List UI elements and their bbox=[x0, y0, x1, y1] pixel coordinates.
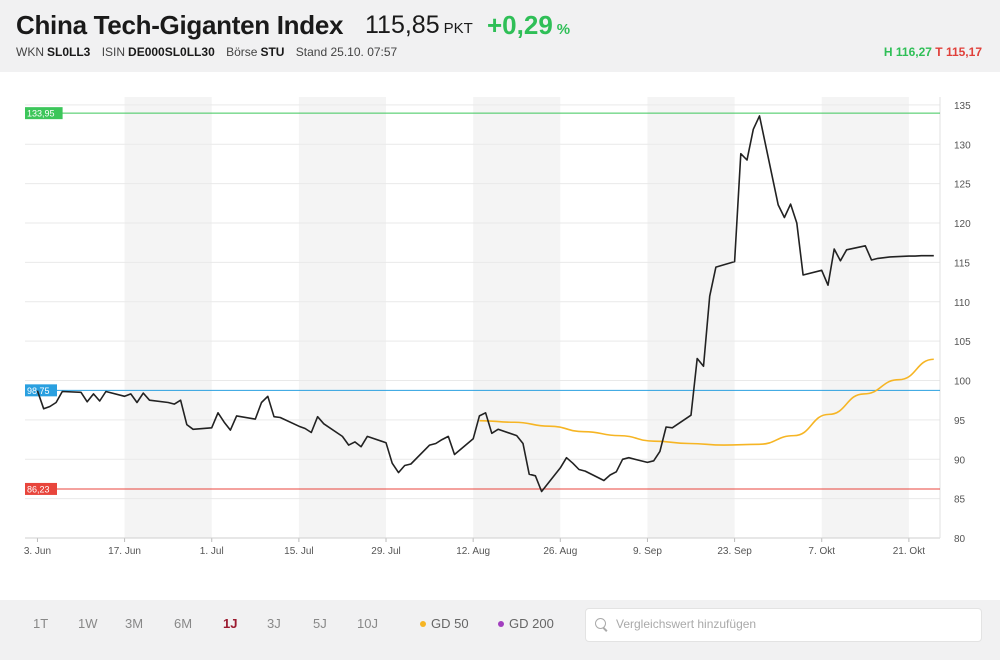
wkn-value: SL0LL3 bbox=[47, 45, 91, 59]
reference-label: 86,23 bbox=[27, 484, 50, 494]
reference-label-bg bbox=[25, 482, 57, 495]
isin-label: ISIN bbox=[101, 45, 126, 59]
x-tick-label: 1. Jul bbox=[200, 546, 224, 557]
x-tick-label: 15. Jul bbox=[284, 546, 313, 557]
grid-band bbox=[647, 97, 735, 538]
y-tick-label: 105 bbox=[954, 337, 971, 348]
gd200-label: GD 200 bbox=[509, 616, 554, 631]
y-tick-label: 135 bbox=[954, 101, 971, 112]
y-tick-label: 100 bbox=[954, 377, 971, 388]
reference-label-bg bbox=[25, 384, 57, 397]
compare-search[interactable] bbox=[585, 608, 982, 642]
gd50-line bbox=[479, 358, 934, 446]
range-10j[interactable]: 10J bbox=[357, 616, 378, 631]
grid-band bbox=[124, 97, 212, 538]
range-1t[interactable]: 1T bbox=[33, 616, 49, 631]
price-chart-area[interactable]: 80 85 90 95 100 105 110 115 120 125 130 135 3. Jun 17… bbox=[0, 72, 1000, 600]
gd50-toggle[interactable]: GD 50 bbox=[420, 616, 469, 631]
x-tick-label: 23. Sep bbox=[717, 546, 752, 557]
instrument-meta: WKN SL0LL3 ISIN DE000SL0LL30 Börse STU Stan… bbox=[16, 45, 397, 59]
isin-value: DE000SL0LL30 bbox=[128, 45, 215, 59]
wkn-label: WKN bbox=[16, 45, 44, 59]
last-price: 115,85 PKT bbox=[365, 11, 473, 40]
y-tick-label: 115 bbox=[954, 258, 970, 269]
gd50-dot-icon bbox=[420, 620, 426, 627]
y-tick-label: 120 bbox=[954, 219, 971, 230]
grid-band bbox=[298, 97, 387, 538]
y-tick-label: 80 bbox=[954, 534, 966, 545]
x-tick-label: 29. Jul bbox=[371, 546, 400, 557]
price-line bbox=[36, 115, 934, 493]
stand-timestamp: Stand 25.10. 07:57 bbox=[295, 45, 398, 59]
x-tick-label: 7. Okt bbox=[808, 546, 835, 557]
grid-band bbox=[821, 97, 909, 538]
gd50-label: GD 50 bbox=[431, 616, 469, 631]
high-low: H 116,27 T 115,17 bbox=[884, 45, 982, 59]
range-3m[interactable]: 3M bbox=[125, 616, 144, 631]
y-tick-label: 90 bbox=[954, 455, 966, 466]
gd200-toggle[interactable]: GD 200 bbox=[498, 616, 554, 631]
range-1w[interactable]: 1W bbox=[78, 616, 98, 631]
search-icon bbox=[595, 618, 606, 629]
range-6m[interactable]: 6M bbox=[174, 616, 193, 631]
price-unit: PKT bbox=[443, 20, 473, 37]
change-value: +0,29 bbox=[487, 10, 553, 40]
boerse-value: STU bbox=[260, 45, 285, 59]
y-tick-label: 85 bbox=[954, 495, 966, 506]
range-5j[interactable]: 5J bbox=[313, 616, 327, 631]
grid-band bbox=[473, 97, 561, 538]
x-tick-label: 12. Aug bbox=[456, 546, 490, 557]
x-tick-label: 17. Jun bbox=[108, 546, 141, 557]
y-tick-label: 130 bbox=[954, 140, 971, 151]
x-tick-label: 21. Okt bbox=[893, 546, 925, 557]
boerse-label: Börse bbox=[226, 45, 258, 59]
y-tick-label: 110 bbox=[954, 298, 970, 309]
price-change: +0,29% bbox=[487, 10, 570, 41]
reference-label: 133,95 bbox=[27, 109, 55, 119]
y-tick-label: 125 bbox=[954, 180, 971, 191]
x-tick-label: 3. Jun bbox=[24, 546, 51, 557]
reference-label-bg bbox=[25, 107, 63, 120]
compare-search-input[interactable] bbox=[614, 616, 968, 632]
range-1j[interactable]: 1J bbox=[223, 616, 238, 631]
price-value: 115,85 bbox=[365, 11, 440, 39]
range-3j[interactable]: 3J bbox=[267, 616, 281, 631]
day-high: H 116,27 bbox=[883, 45, 932, 59]
price-chart[interactable]: 80 85 90 95 100 105 110 115 120 125 130 135 3. Jun 17… bbox=[0, 72, 1000, 600]
x-tick-label: 9. Sep bbox=[633, 546, 662, 557]
gd200-dot-icon bbox=[498, 620, 504, 627]
instrument-title: China Tech-Giganten Index bbox=[16, 10, 344, 40]
y-tick-label: 95 bbox=[954, 416, 966, 427]
day-low: T 115,17 bbox=[935, 45, 982, 59]
change-unit: % bbox=[556, 21, 571, 38]
quote-header: China Tech-Giganten Index 115,85 PKT +0,2… bbox=[0, 0, 1000, 72]
x-tick-label: 26. Aug bbox=[543, 546, 577, 557]
